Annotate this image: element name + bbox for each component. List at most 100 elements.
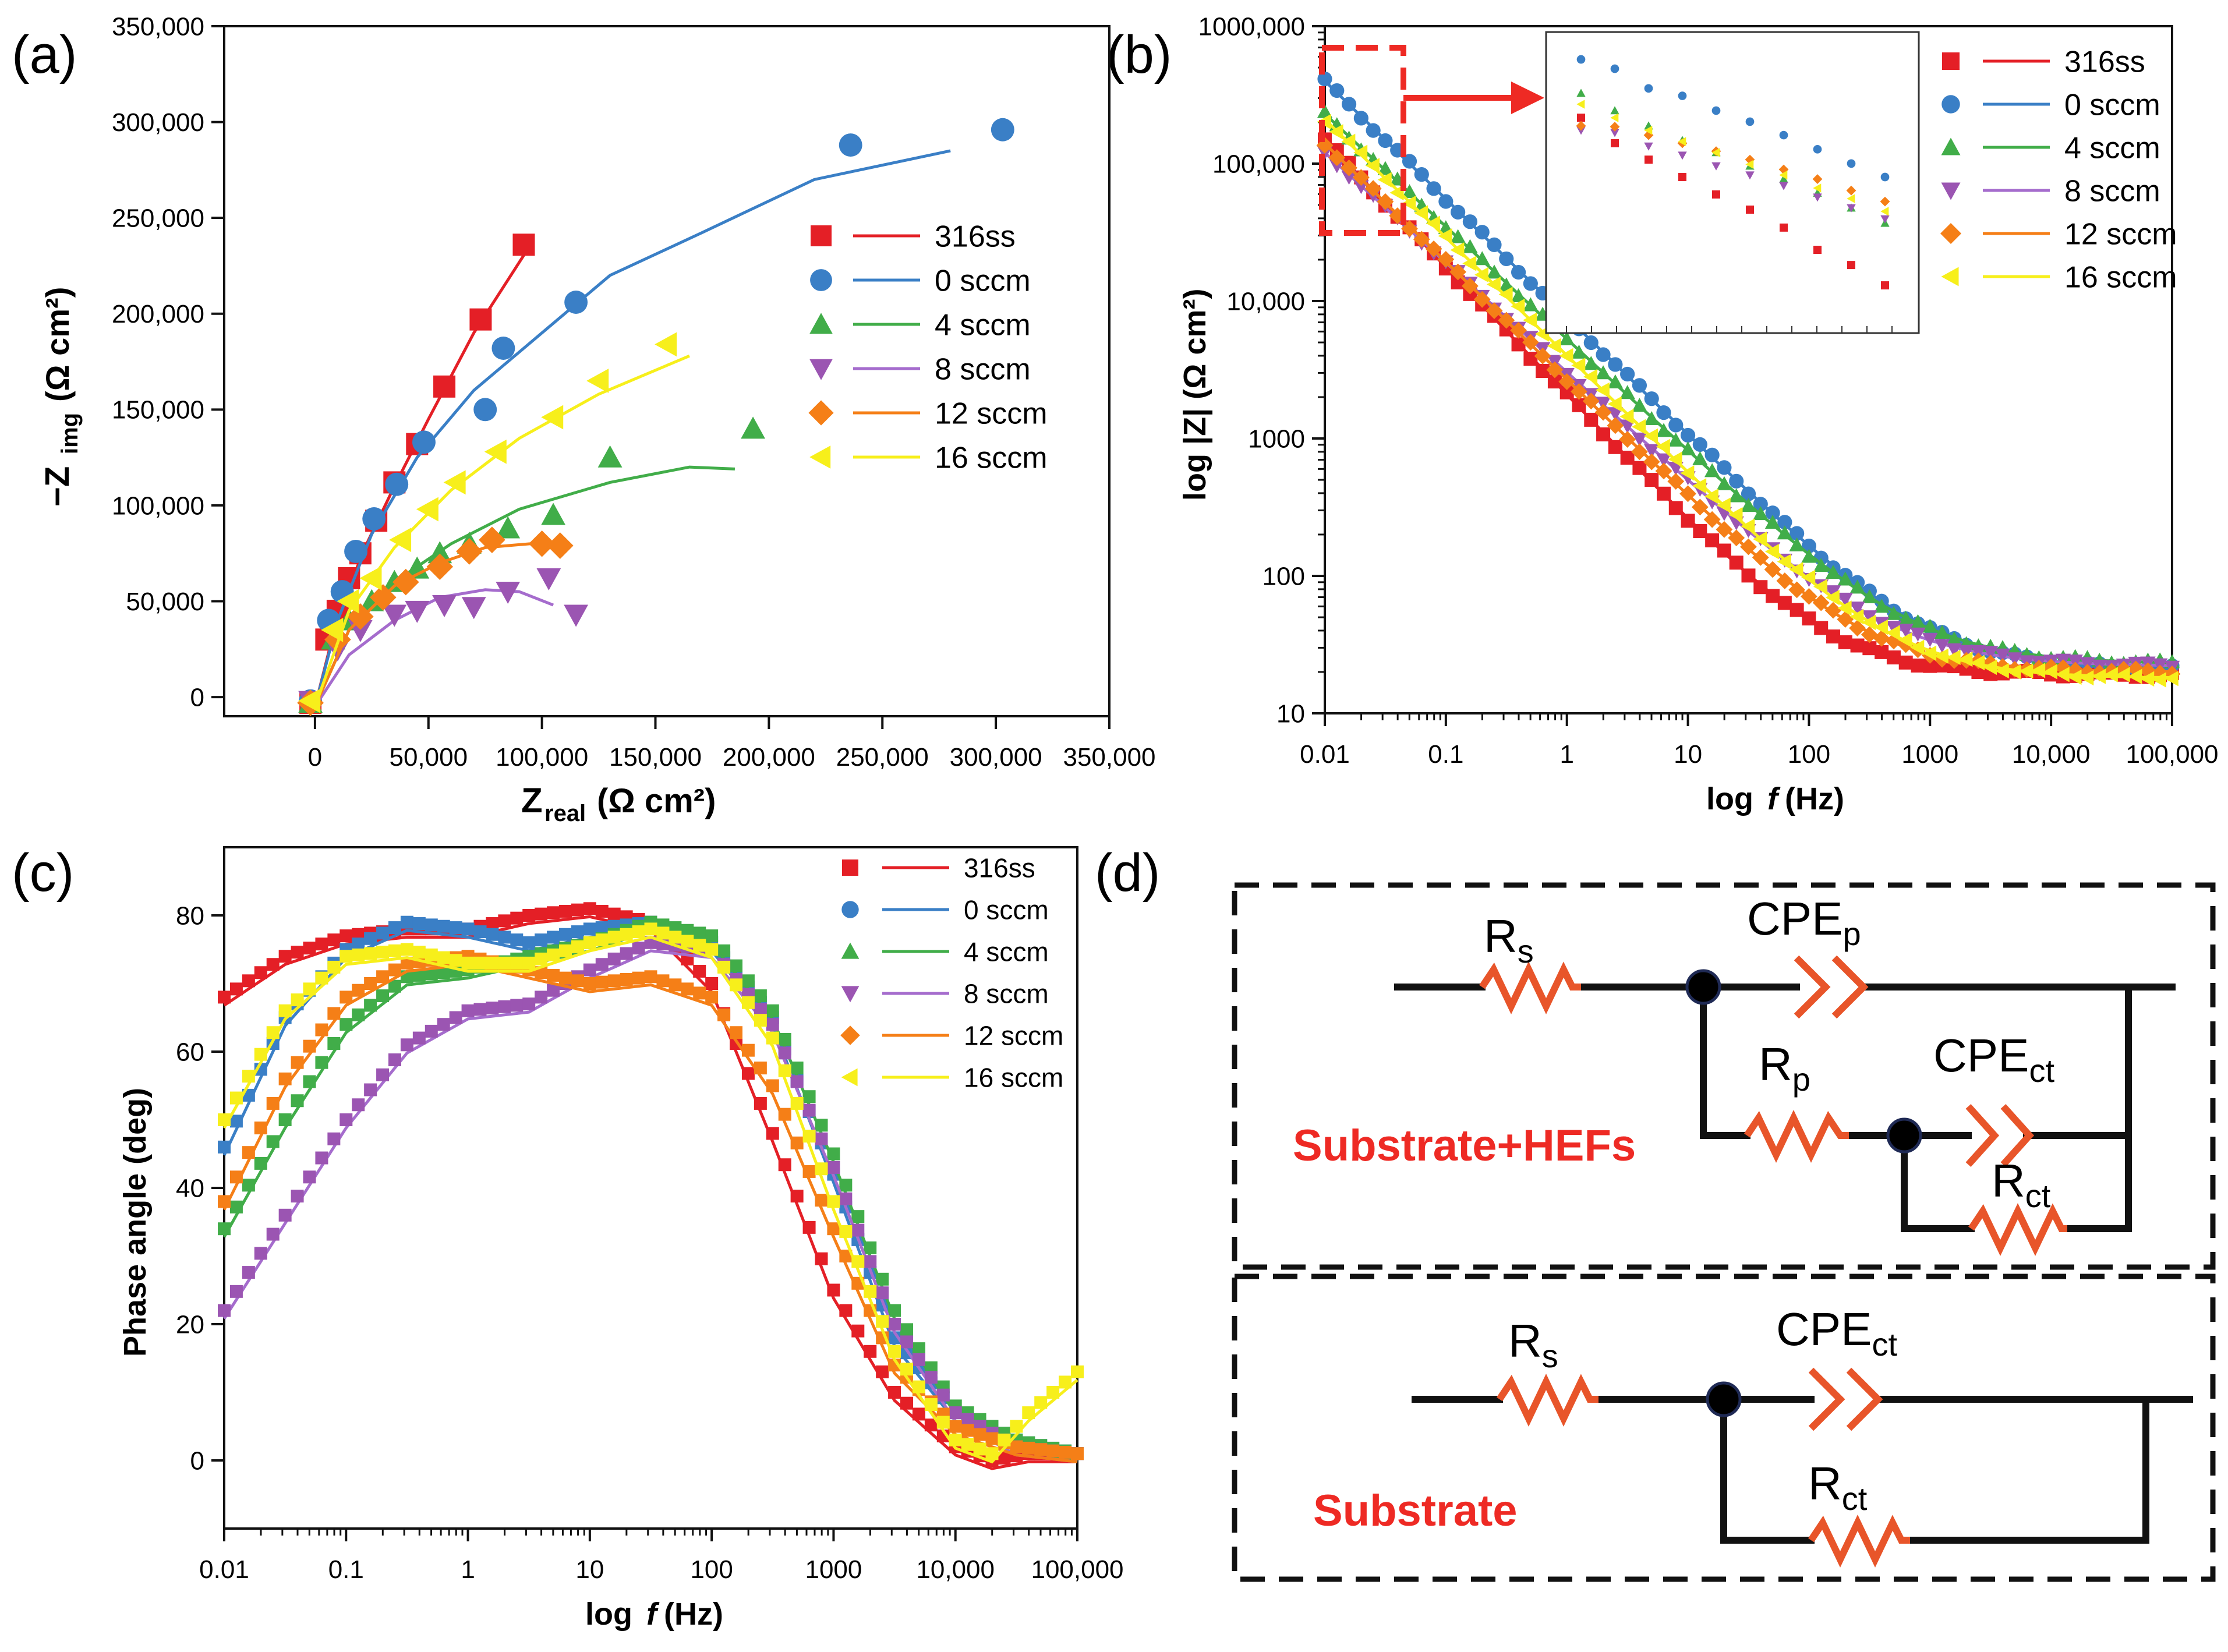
legend-label-8-sccm: 8 sccm — [964, 979, 1049, 1009]
x-tick-label: 250,000 — [836, 743, 929, 772]
data-point-16-sccm — [484, 439, 507, 464]
legend-label-0-sccm: 0 sccm — [935, 264, 1031, 298]
legend-marker-0-sccm — [1941, 95, 1960, 114]
bottom-circuit-elements — [1497, 1367, 1910, 1568]
data-point-12-sccm — [754, 1062, 767, 1075]
x-tick-label: 0.1 — [1428, 740, 1463, 769]
data-point-12-sccm — [370, 584, 397, 611]
data-point-12-sccm — [632, 971, 645, 985]
data-point-8-sccm — [291, 1190, 304, 1203]
data-point-16-sccm — [2103, 667, 2118, 682]
x-tick-label: 150,000 — [609, 743, 702, 772]
inset-point-0-sccm — [1813, 144, 1822, 154]
data-point-12-sccm — [218, 1195, 231, 1208]
data-point-316ss — [1898, 655, 1913, 670]
data-point-12-sccm — [1571, 383, 1587, 400]
data-point-16-sccm — [1741, 518, 1755, 534]
data-point-16-sccm — [1656, 438, 1670, 455]
data-point-316ss — [339, 929, 353, 943]
y-tick-label: 1000,000 — [1198, 12, 1305, 41]
data-point-8-sccm — [376, 1068, 390, 1081]
data-point-16-sccm — [1595, 382, 1610, 398]
data-point-8-sccm — [949, 1406, 962, 1420]
data-point-4-sccm — [1571, 344, 1587, 359]
data-point-0-sccm — [412, 917, 426, 931]
data-point-316ss — [486, 917, 499, 931]
x-axis-label-f: f — [1767, 781, 1781, 816]
data-point-16-sccm — [2067, 669, 2082, 685]
x-tick-label: 100,000 — [2126, 740, 2218, 769]
data-point-0-sccm — [1451, 204, 1466, 220]
x-tick-label: 1 — [1559, 740, 1573, 769]
panel-a-nyquist-chart: 0 50,000 100,000 150,000 200,000 250,000 300,0… — [38, 12, 1156, 826]
data-point-12-sccm — [528, 530, 556, 557]
data-point-0-sccm — [1583, 335, 1598, 351]
data-point-316ss — [512, 234, 535, 256]
panel-c-bode-phase-chart: 0.01 0.1 1 10 100 1000 10,000 100,000 0 20 40 60 80 3… — [118, 846, 1124, 1632]
y-tick-label: 0 — [190, 1446, 204, 1475]
label-cpe-ct-top: CPEct — [1933, 1030, 2055, 1089]
data-point-0-sccm — [1656, 405, 1671, 420]
data-point-4-sccm — [1486, 264, 1502, 279]
inset-point-8-sccm — [1711, 162, 1721, 171]
data-point-16-sccm — [416, 497, 438, 522]
label-cpe-p: CPEp — [1747, 893, 1861, 952]
legend-marker-4-sccm — [841, 942, 860, 959]
data-point-4-sccm — [496, 516, 521, 539]
data-point-0-sccm — [595, 921, 609, 935]
data-point-0-sccm — [991, 118, 1014, 142]
data-point-16-sccm — [1402, 196, 1416, 211]
inset-point-12-sccm — [1846, 185, 1856, 196]
data-point-4-sccm — [1813, 558, 1829, 572]
data-point-16-sccm — [1837, 600, 1852, 616]
data-point-8-sccm — [461, 1004, 475, 1017]
data-point-8-sccm — [400, 1038, 413, 1052]
data-point-0-sccm — [1511, 264, 1526, 280]
data-point-8-sccm — [327, 1132, 341, 1145]
inset-point-12-sccm — [1812, 174, 1823, 184]
data-point-4-sccm — [851, 1210, 865, 1223]
data-point-316ss — [498, 914, 511, 928]
data-point-12-sccm — [1449, 263, 1467, 281]
data-point-4-sccm — [327, 1037, 341, 1050]
data-point-4-sccm — [1922, 618, 1938, 633]
data-point-8-sccm — [522, 997, 536, 1011]
fit-line-12-sccm — [222, 963, 1078, 1463]
data-point-4-sccm — [1511, 288, 1526, 302]
data-point-12-sccm — [705, 991, 719, 1004]
data-point-16-sccm — [254, 1048, 267, 1061]
data-point-16-sccm — [876, 1315, 889, 1328]
data-point-316ss — [1729, 556, 1744, 570]
data-point-12-sccm — [1486, 302, 1503, 319]
data-point-16-sccm — [730, 978, 742, 992]
legend-label-316ss: 316ss — [964, 853, 1035, 883]
panel-b-bode-modulus-chart: 0.01 0.1 1 10 100 1000 10,000 100,000 10 100 1000 1… — [1177, 12, 2219, 816]
fit-line-8-sccm — [222, 949, 1078, 1463]
x-axis-label-f: f — [646, 1597, 660, 1632]
y-tick-label: 60 — [176, 1038, 204, 1066]
data-point-0-sccm — [559, 928, 572, 941]
data-point-4-sccm — [376, 989, 390, 1003]
legend-marker-12-sccm — [840, 1025, 860, 1045]
series-16-sccm — [298, 332, 690, 713]
data-point-12-sccm — [547, 968, 560, 982]
data-point-16-sccm — [1862, 614, 1876, 631]
data-point-16-sccm — [1644, 428, 1658, 444]
data-point-12-sccm — [266, 1096, 280, 1110]
data-point-316ss — [242, 974, 255, 988]
data-point-8-sccm — [839, 1192, 853, 1205]
data-point-0-sccm — [491, 337, 515, 360]
data-point-16-sccm — [912, 1380, 925, 1393]
data-point-12-sccm — [547, 532, 574, 559]
data-point-316ss — [1705, 533, 1720, 547]
data-point-4-sccm — [229, 1200, 243, 1214]
data-point-12-sccm — [242, 1146, 255, 1159]
data-point-4-sccm — [778, 1032, 791, 1046]
legend-label-12-sccm: 12 sccm — [935, 397, 1048, 431]
data-point-16-sccm — [1414, 205, 1428, 221]
x-axis-label-unit: (Hz) — [1785, 781, 1844, 816]
x-tick-label: 0.1 — [328, 1555, 364, 1584]
data-point-12-sccm — [1046, 1444, 1060, 1458]
data-point-12-sccm — [1022, 1441, 1035, 1455]
inset-point-0-sccm — [1880, 172, 1890, 182]
